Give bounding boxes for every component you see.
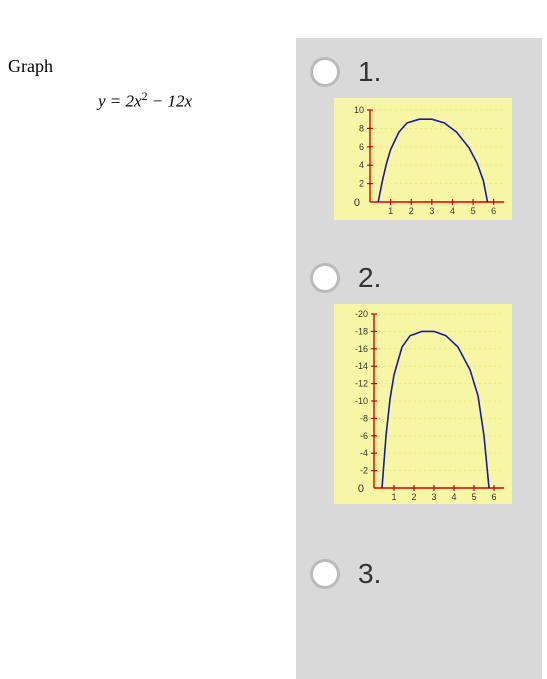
option-number-2: 2. [358, 262, 381, 294]
svg-text:0: 0 [358, 483, 364, 495]
answers-panel: 1. 1 2 3 4 5 6 2 4 6 8 10 0 2. 1 2 3 4 5 6 -2 -4 -6 -8 -10 -12… [296, 38, 542, 679]
option-number-3: 3. [358, 558, 381, 590]
svg-text:1: 1 [388, 206, 393, 216]
svg-text:0: 0 [354, 197, 360, 209]
svg-text:-6: -6 [360, 431, 368, 441]
chart-1: 1 2 3 4 5 6 2 4 6 8 10 0 [334, 98, 528, 220]
svg-text:2: 2 [359, 179, 364, 189]
svg-text:-10: -10 [355, 396, 368, 406]
svg-text:6: 6 [491, 206, 496, 216]
chart-2: 1 2 3 4 5 6 -2 -4 -6 -8 -10 -12 -14 -16 -18 -20 0 [334, 304, 528, 504]
svg-text:3: 3 [429, 206, 434, 216]
option-number-1: 1. [358, 56, 381, 88]
svg-text:-16: -16 [355, 344, 368, 354]
svg-text:5: 5 [471, 206, 476, 216]
svg-text:4: 4 [451, 492, 456, 502]
svg-text:-8: -8 [360, 413, 368, 423]
answer-option-1: 1. 1 2 3 4 5 6 2 4 6 8 10 0 [296, 38, 542, 244]
question-area: Graph y = 2x2 − 12x [8, 56, 288, 112]
radio-option-2[interactable] [310, 263, 340, 293]
answer-option-2: 2. 1 2 3 4 5 6 -2 -4 -6 -8 -10 -12 -14 -16 -18 -20 0 [296, 244, 542, 528]
answer-option-3: 3. [296, 528, 542, 624]
radio-option-3[interactable] [310, 559, 340, 589]
svg-text:-12: -12 [355, 379, 368, 389]
svg-text:6: 6 [491, 492, 496, 502]
svg-text:-4: -4 [360, 448, 368, 458]
svg-text:2: 2 [409, 206, 414, 216]
svg-text:-14: -14 [355, 361, 368, 371]
svg-text:5: 5 [471, 492, 476, 502]
svg-text:10: 10 [354, 105, 364, 115]
question-label: Graph [8, 56, 288, 77]
svg-text:-2: -2 [360, 466, 368, 476]
svg-text:4: 4 [359, 160, 364, 170]
svg-text:8: 8 [359, 123, 364, 133]
svg-text:6: 6 [359, 142, 364, 152]
svg-text:-18: -18 [355, 326, 368, 336]
svg-text:1: 1 [391, 492, 396, 502]
svg-text:-20: -20 [355, 309, 368, 319]
svg-text:4: 4 [450, 206, 455, 216]
radio-option-1[interactable] [310, 57, 340, 87]
question-equation: y = 2x2 − 12x [98, 89, 288, 112]
svg-text:2: 2 [411, 492, 416, 502]
svg-text:3: 3 [431, 492, 436, 502]
